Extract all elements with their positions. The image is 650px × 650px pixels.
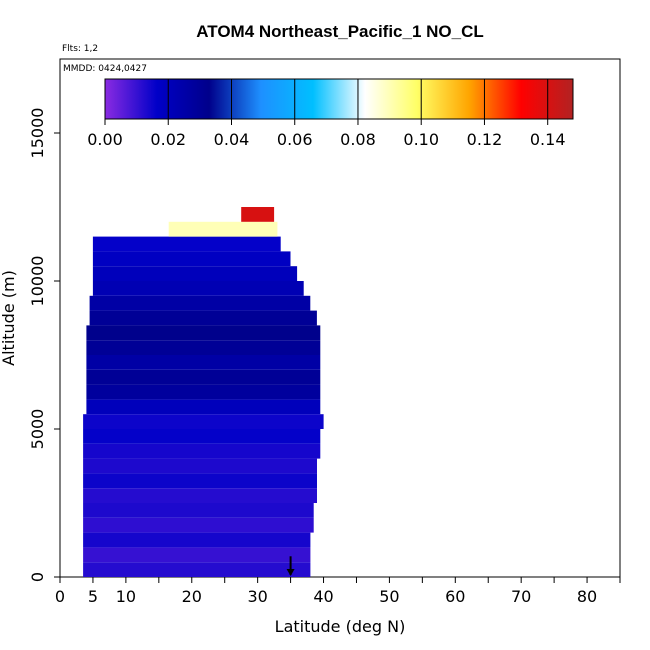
colorbar: 0.00 0.02 0.04 0.06 0.08 0.10 0.12 0.14: [87, 78, 574, 149]
x-tick-label: 0: [55, 587, 65, 606]
plot-frame: [59, 58, 621, 578]
profile-cell: [86, 384, 321, 400]
profile-cell: [83, 562, 311, 577]
profile-cell: [83, 414, 324, 429]
profile-heatmap: [83, 207, 324, 577]
flights-label: Flts: 1,2: [62, 44, 98, 54]
colorbar-tick-label: 0.08: [340, 130, 376, 149]
colorbar-tick-label: 0.04: [214, 130, 250, 149]
x-tick-label: 5: [88, 587, 98, 606]
profile-cell: [241, 207, 275, 222]
y-axis-label: Altitude (m): [0, 270, 18, 366]
x-tick-label: 40: [313, 587, 333, 606]
profile-cell: [92, 266, 298, 281]
dates-label: MMDD: 0424,0427: [63, 64, 147, 74]
profile-cell: [83, 473, 317, 489]
profile-cell: [86, 340, 321, 355]
x-tick-label: 70: [511, 587, 531, 606]
y-axis: 0 5000 10000 15000: [28, 108, 60, 582]
y-tick-label: 10000: [28, 256, 47, 307]
colorbar-tick-label: 0.00: [87, 130, 123, 149]
profile-cell: [83, 488, 317, 503]
colorbar-tick-label: 0.06: [277, 130, 313, 149]
colorbar-frame: [104, 78, 574, 120]
profile-cell: [83, 503, 314, 518]
profile-cell: [92, 251, 291, 267]
profile-cell: [89, 295, 311, 311]
x-tick-label: 50: [379, 587, 399, 606]
profile-cell: [83, 532, 311, 548]
x-tick-label: 60: [445, 587, 465, 606]
y-tick-label: 5000: [28, 409, 47, 450]
profile-cell: [86, 355, 321, 370]
y-tick-label: 15000: [28, 108, 47, 159]
profile-cell: [83, 443, 321, 459]
x-axis-label: Latitude (deg N): [275, 617, 406, 636]
profile-cell: [92, 281, 304, 296]
profile-cell: [86, 369, 321, 385]
profile-cell: [83, 547, 311, 563]
profile-cell: [83, 458, 317, 474]
colorbar-tick-label: 0.02: [150, 130, 186, 149]
x-tick-label: 30: [247, 587, 267, 606]
x-tick-label: 80: [577, 587, 597, 606]
profile-cell: [92, 236, 281, 252]
y-tick-label: 0: [28, 572, 47, 582]
colorbar-tick-label: 0.10: [403, 130, 439, 149]
arrow-head: [286, 569, 295, 576]
x-tick-label: 10: [116, 587, 136, 606]
profile-cell: [83, 429, 321, 444]
profile-cell: [83, 517, 314, 533]
colorbar-tick-label: 0.12: [467, 130, 503, 149]
chart-title: ATOM4 Northeast_Pacific_1 NO_CL: [196, 22, 484, 41]
colorbar-tick-label: 0.14: [530, 130, 566, 149]
profile-cell: [89, 310, 317, 326]
profile-cell: [86, 325, 321, 341]
profile-cell: [86, 399, 321, 415]
x-axis: 0 5 10 20 30 40 50 60 70 80: [55, 577, 621, 606]
x-tick-label: 20: [182, 587, 202, 606]
colorbar-gradient: [105, 79, 573, 119]
arrow-annotation: [286, 556, 295, 576]
profile-cell: [168, 221, 278, 237]
